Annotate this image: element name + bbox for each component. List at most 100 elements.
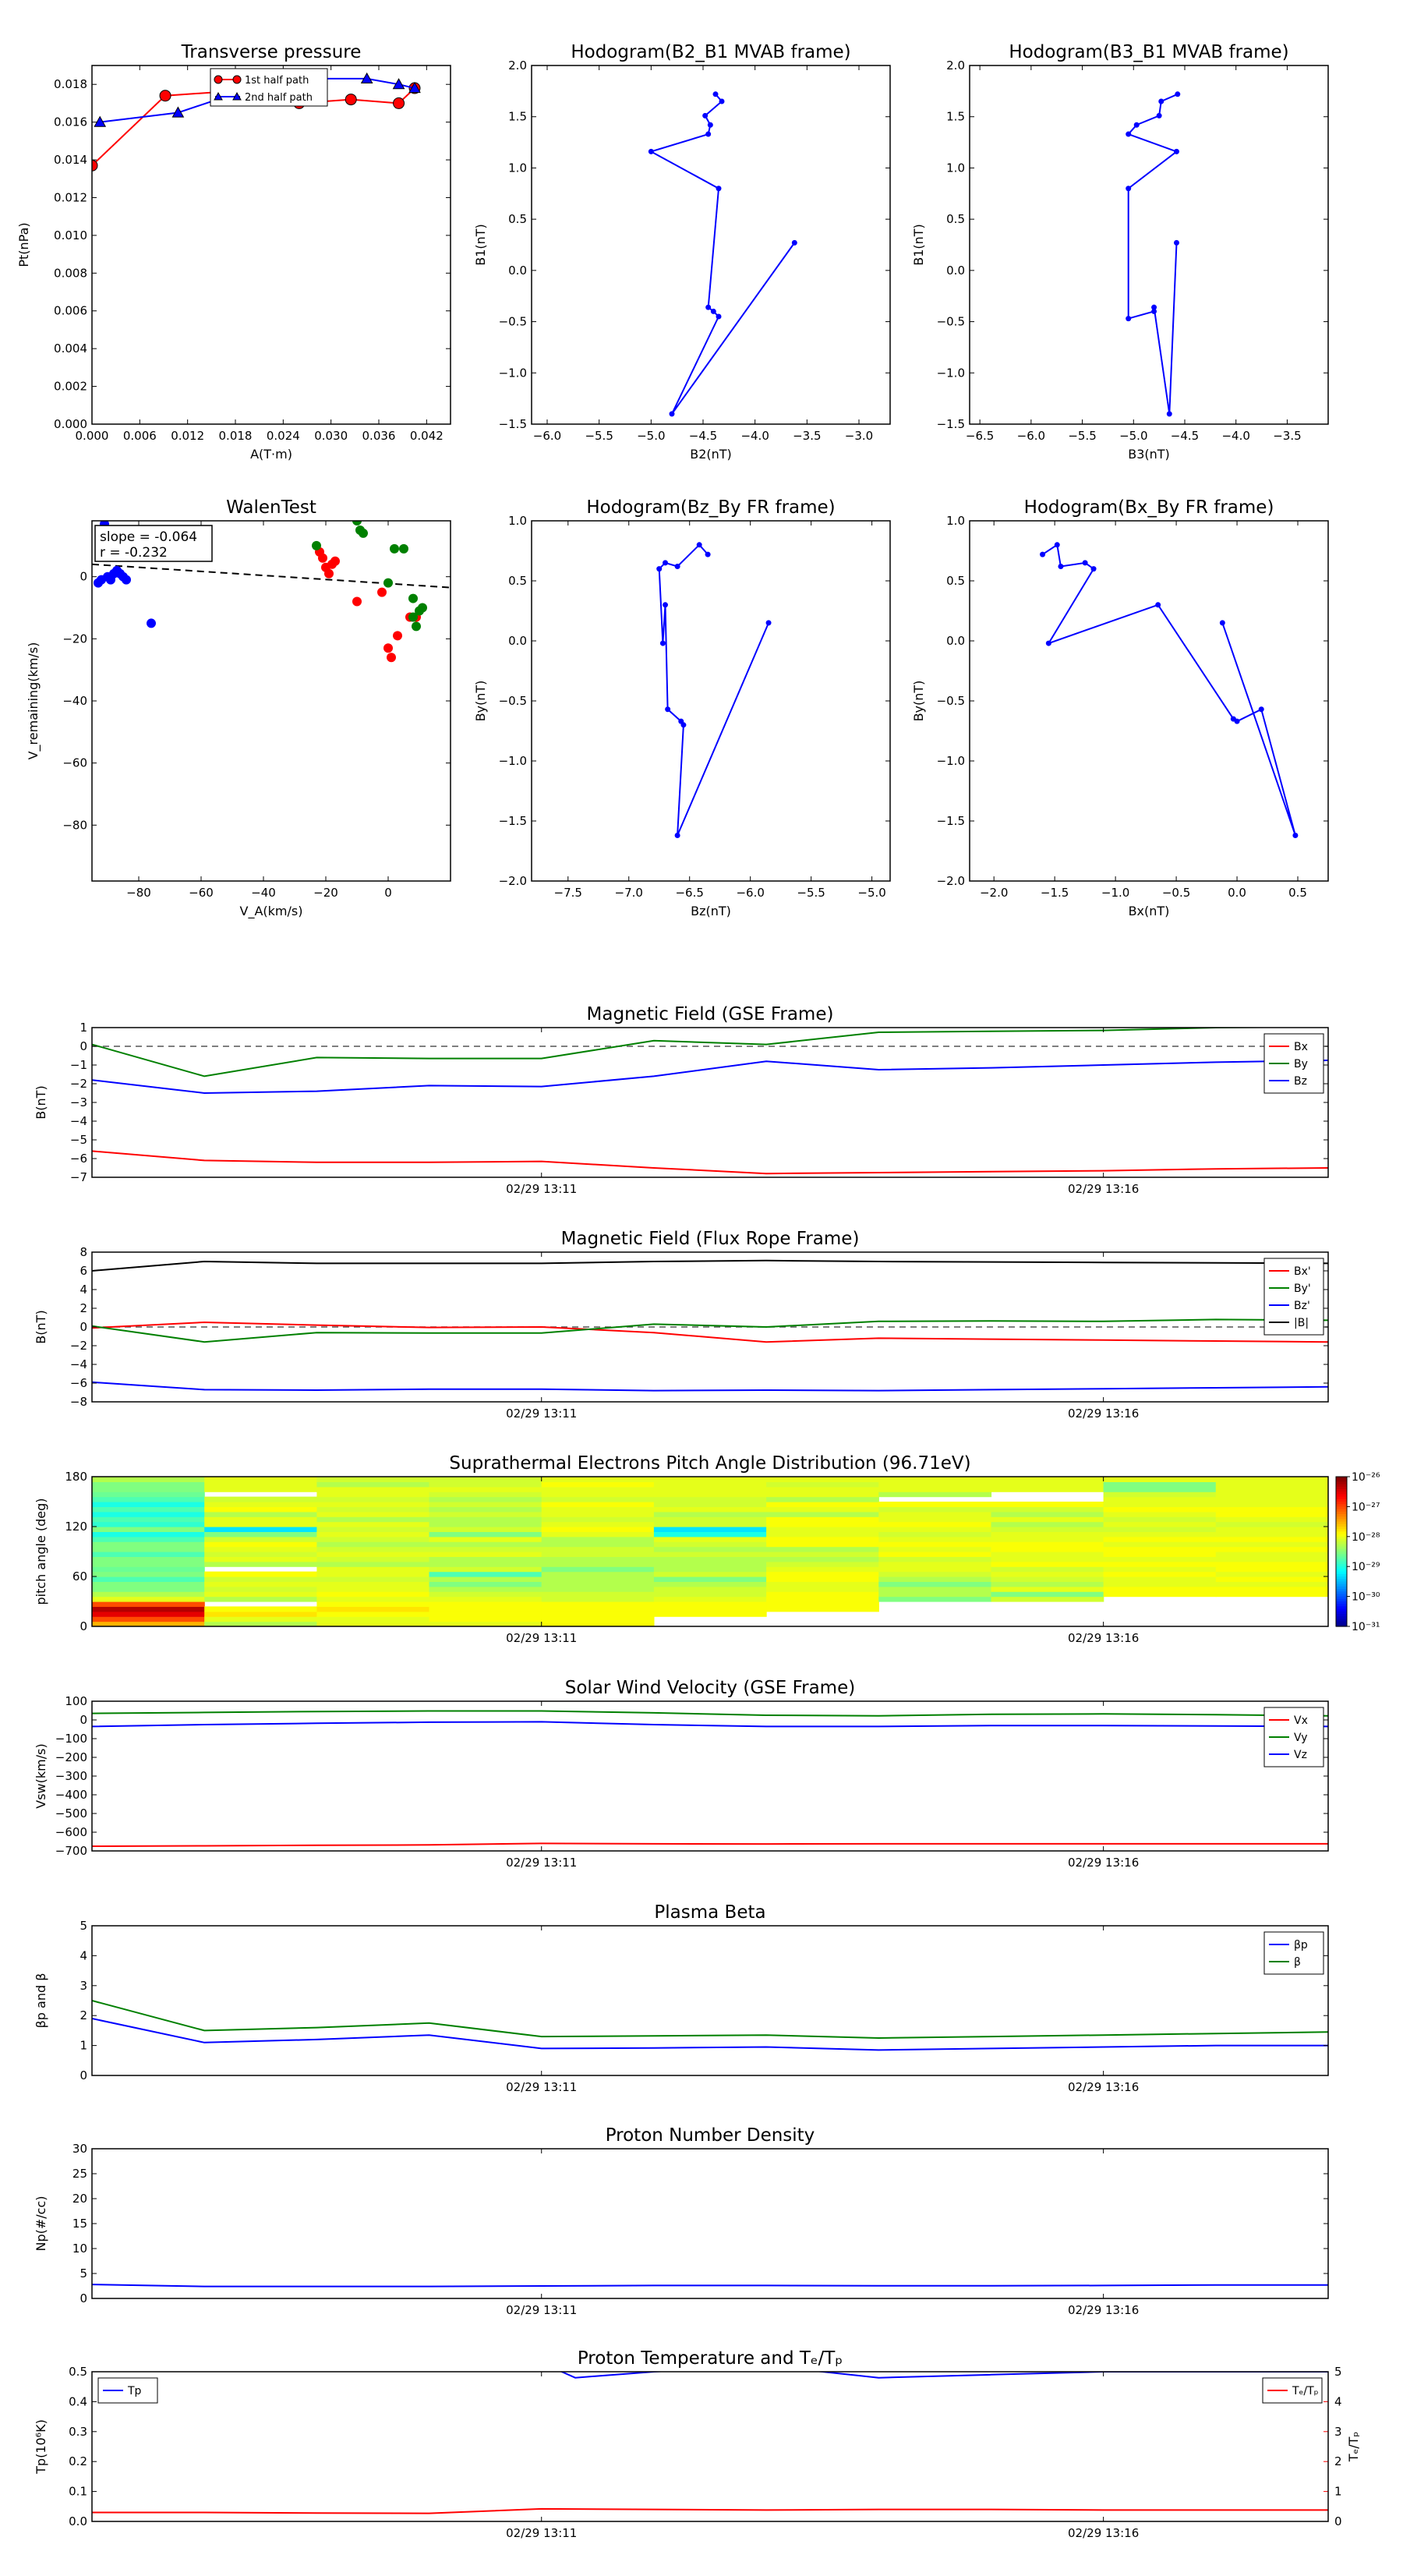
data-point <box>669 411 675 417</box>
y-axis-label: By(nT) <box>473 681 488 722</box>
y-tick-label: −4 <box>70 1114 87 1128</box>
heatmap-cell <box>429 1516 542 1523</box>
r-text: r = -0.232 <box>100 545 168 561</box>
heatmap-cell <box>1103 1566 1217 1573</box>
y-tick-label: −400 <box>55 1788 87 1802</box>
heatmap-cell <box>541 1486 655 1492</box>
heatmap-cell <box>653 1601 767 1607</box>
heatmap-cell <box>92 1591 205 1598</box>
heatmap-cell <box>653 1546 767 1552</box>
legend: Bx' By' Bz' |B| <box>1263 1258 1324 1336</box>
y-axis-label: βp and β <box>34 1973 48 2029</box>
heatmap-cell <box>1215 1486 1328 1492</box>
plot-frame <box>969 65 1329 425</box>
heatmap-cell <box>92 1552 205 1557</box>
heatmap-cell <box>878 1536 992 1542</box>
plot-area <box>92 2000 1328 2051</box>
data-point <box>1151 304 1157 310</box>
heatmap-cell <box>1215 1581 1328 1587</box>
y-axis-label: B1(nT) <box>473 224 488 266</box>
series-line <box>92 2018 1328 2051</box>
heatmap-cell <box>766 1521 879 1527</box>
y-tick-label: 0 <box>80 1619 87 1633</box>
heatmap-cell <box>1215 1591 1328 1598</box>
heatmap-cell <box>991 1561 1104 1567</box>
heatmap-cell <box>1103 1591 1217 1598</box>
y-tick-label: −60 <box>62 756 87 770</box>
x-tick-label: −7.0 <box>615 886 643 900</box>
hodogram-line <box>658 543 770 836</box>
y2-tick-label: 0 <box>1334 2514 1342 2528</box>
chart-title: Magnetic Field (GSE Frame) <box>587 1004 834 1024</box>
heatmap-cell <box>92 1531 205 1537</box>
heatmap-cell <box>316 1541 430 1548</box>
heatmap-cell <box>1103 1571 1217 1577</box>
plot-frame <box>91 520 451 882</box>
series-line <box>92 1060 1328 1095</box>
heatmap-cell <box>1215 1556 1328 1562</box>
x-tick-label: −0.5 <box>1162 886 1190 900</box>
heatmap-cell <box>1215 1546 1328 1552</box>
data-point <box>1151 308 1157 314</box>
heatmap-cell <box>429 1481 542 1488</box>
y-axis-label: B(nT) <box>34 1085 48 1119</box>
heatmap-cell <box>766 1496 879 1502</box>
data-point <box>1175 91 1181 97</box>
y-tick-label: 180 <box>65 1470 87 1484</box>
series-line <box>92 2284 1328 2288</box>
x-tick-label: 0.030 <box>314 429 348 443</box>
heatmap-cell <box>429 1536 542 1542</box>
y-axis-label: Pt(nPa) <box>16 222 31 267</box>
heatmap-cell <box>316 1552 430 1557</box>
y-tick-label: −200 <box>55 1750 87 1764</box>
x-tick-label: 0.012 <box>171 429 204 443</box>
heatmap-cell <box>991 1516 1104 1523</box>
data-point <box>1258 706 1264 713</box>
series-line <box>92 2507 1328 2514</box>
chart-title: WalenTest <box>226 497 316 518</box>
legend-label: Bx <box>1294 1041 1308 1053</box>
legend: Vx Vy Vz <box>1263 1707 1324 1767</box>
heatmap-cell <box>541 1502 655 1507</box>
x-tick-label: 0.000 <box>76 429 109 443</box>
heatmap-cell <box>429 1552 542 1557</box>
heatmap-cell <box>316 1611 430 1617</box>
heatmap-cell <box>766 1581 879 1587</box>
plot-area <box>92 1028 1328 1175</box>
plot-frame <box>91 1251 1329 1403</box>
colorbar-step <box>1336 1536 1347 1540</box>
colorbar-step <box>1336 1598 1347 1602</box>
heatmap-cell <box>92 1621 205 1626</box>
heatmap-cell <box>541 1581 655 1587</box>
colorbar-step <box>1336 1611 1347 1615</box>
y2-tick-label: 1 <box>1334 2485 1342 2499</box>
legend-label: βp <box>1294 1939 1308 1951</box>
heatmap-cell <box>766 1491 879 1498</box>
colorbar-step <box>1336 1479 1347 1482</box>
scatter-point <box>387 653 396 663</box>
plot-frame <box>531 65 891 425</box>
heatmap-cell <box>316 1596 430 1602</box>
colorbar-step <box>1336 1529 1347 1532</box>
heatmap-cell <box>991 1576 1104 1582</box>
heatmap-cell <box>204 1616 317 1622</box>
data-point <box>705 131 712 137</box>
data-point <box>710 308 716 314</box>
chart-beta: Plasma Beta 02/29 13:11 02/29 13:16 0 1 2 3 4 5 β… <box>34 1902 1329 2094</box>
x-tick-label: −6.5 <box>966 429 994 443</box>
y-tick-label: −2 <box>70 1077 87 1091</box>
x-tick-label: −5.5 <box>797 886 825 900</box>
y-tick-label: −7 <box>70 1170 87 1184</box>
x-tick-label: 0 <box>384 886 392 900</box>
colorbar: 10⁻²⁶ 10⁻²⁷ 10⁻²⁸ 10⁻²⁹ 10⁻³⁰ 10⁻³¹ <box>1335 1471 1380 1633</box>
heatmap-cell <box>316 1486 430 1492</box>
heatmap-cell <box>878 1527 992 1532</box>
y-tick-label: −1 <box>70 1058 87 1072</box>
data-point <box>674 564 680 570</box>
y-tick-label: −1.5 <box>499 417 527 431</box>
heatmap-cell <box>316 1591 430 1598</box>
heatmap-cell <box>653 1536 767 1542</box>
hodogram-line <box>648 94 796 415</box>
plot-frame <box>91 2148 1329 2299</box>
plot-area <box>92 1477 1328 1626</box>
